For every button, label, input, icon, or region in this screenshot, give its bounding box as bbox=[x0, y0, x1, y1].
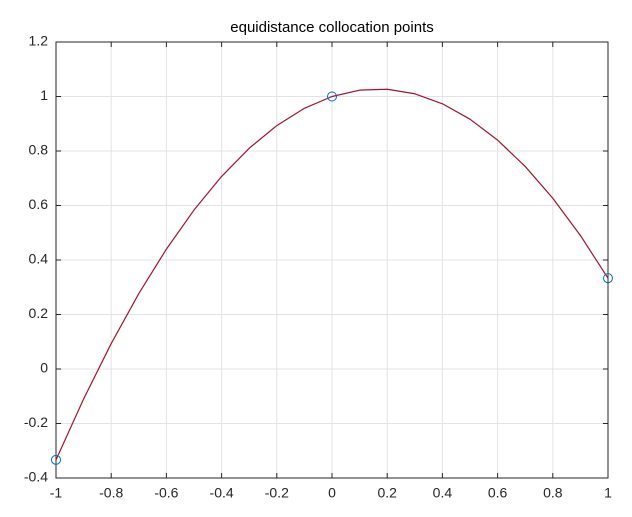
y-tick-label: 1 bbox=[40, 87, 48, 103]
x-tick-label: -0.6 bbox=[154, 485, 178, 501]
data-point bbox=[603, 273, 613, 284]
y-tick-label: -0.2 bbox=[24, 414, 48, 430]
x-tick-label: -1 bbox=[50, 485, 63, 501]
chart-title: equidistance collocation points bbox=[230, 19, 433, 36]
x-tick-label: 0.4 bbox=[433, 485, 453, 501]
x-tick-label: 0 bbox=[328, 485, 336, 501]
y-tick-label: 0 bbox=[40, 360, 48, 376]
y-tick-label: 0.8 bbox=[29, 142, 49, 158]
x-tick-label: 0.6 bbox=[488, 485, 508, 501]
x-tick-label: -0.2 bbox=[265, 485, 289, 501]
x-tick-label: 1 bbox=[604, 485, 612, 501]
x-tick-label: 0.2 bbox=[377, 485, 397, 501]
plot-frame bbox=[55, 41, 609, 479]
data-point bbox=[327, 91, 337, 102]
x-tick-label: -0.8 bbox=[99, 485, 123, 501]
y-tick-label: 0.4 bbox=[29, 251, 49, 267]
data-point bbox=[51, 454, 61, 465]
data-line bbox=[55, 88, 609, 461]
y-tick-label: 0.6 bbox=[29, 196, 49, 212]
y-tick-label: -0.4 bbox=[24, 469, 48, 485]
y-tick-label: 0.2 bbox=[29, 305, 49, 321]
x-tick-label: -0.4 bbox=[210, 485, 234, 501]
y-tick-label: 1.2 bbox=[29, 33, 49, 49]
x-tick-label: 0.8 bbox=[543, 485, 563, 501]
